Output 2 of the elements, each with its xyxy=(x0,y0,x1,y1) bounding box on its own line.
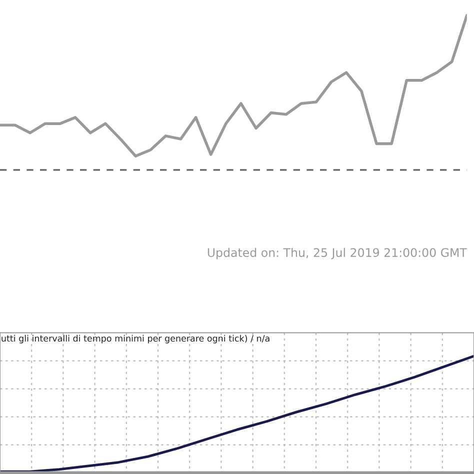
chart-title: utti gli intervalli di tempo minimi per generare ogni tick) / n/a xyxy=(2,334,270,344)
text: Updated on: Thu, 25 Jul 2019 21:00:00 GMT xyxy=(208,248,467,260)
